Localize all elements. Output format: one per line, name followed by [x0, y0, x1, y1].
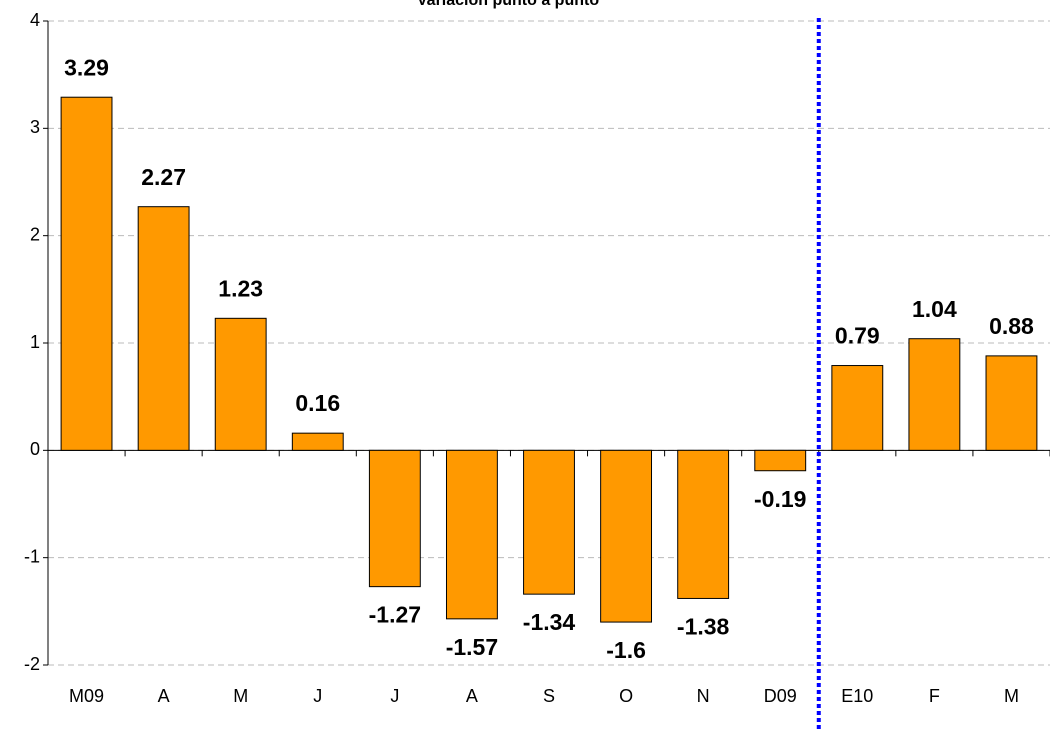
x-tick-label: M [233, 686, 248, 706]
value-label: 0.88 [989, 313, 1034, 339]
y-tick-label: -2 [24, 654, 40, 674]
x-tick-label: J [390, 686, 399, 706]
bar [677, 449, 730, 599]
value-label: 3.29 [64, 54, 109, 80]
y-tick-label: 2 [30, 224, 40, 244]
x-tick-label: F [929, 686, 940, 706]
bar [137, 206, 190, 451]
y-tick-label: 4 [30, 10, 40, 30]
value-label: -0.19 [754, 486, 806, 512]
x-tick-label: A [158, 686, 170, 706]
x-tick-label: E10 [841, 686, 873, 706]
value-label: -1.34 [523, 609, 576, 635]
x-tick-label: M09 [69, 686, 104, 706]
bar [214, 317, 267, 451]
bar [445, 449, 498, 620]
x-tick-label: S [543, 686, 555, 706]
x-tick-label: N [697, 686, 710, 706]
value-label: 0.79 [835, 323, 880, 349]
value-label: 1.04 [912, 296, 957, 322]
bar [60, 96, 113, 451]
y-tick-label: 3 [30, 117, 40, 137]
y-tick-label: 0 [30, 439, 40, 459]
value-label: -1.57 [446, 634, 498, 660]
bar [908, 338, 961, 451]
bar [754, 449, 807, 472]
x-tick-label: J [313, 686, 322, 706]
value-label: 0.16 [295, 390, 340, 416]
bar [831, 365, 884, 451]
value-label: -1.27 [369, 602, 421, 628]
chart-title: Variación punto a punto [417, 0, 599, 9]
bar [523, 449, 575, 595]
value-label: -1.6 [606, 637, 646, 663]
x-tick-label: M [1004, 686, 1019, 706]
y-tick-label: 1 [30, 332, 40, 352]
value-label: 1.23 [218, 275, 263, 301]
bar [985, 355, 1038, 451]
bar [600, 449, 653, 623]
x-tick-label: O [619, 686, 633, 706]
value-label: 2.27 [141, 164, 186, 190]
y-tick-label: -1 [24, 546, 40, 566]
x-tick-label: A [466, 686, 478, 706]
x-tick-label: D09 [764, 686, 797, 706]
bar [368, 449, 421, 588]
bar [291, 432, 344, 451]
value-label: -1.38 [677, 614, 730, 640]
